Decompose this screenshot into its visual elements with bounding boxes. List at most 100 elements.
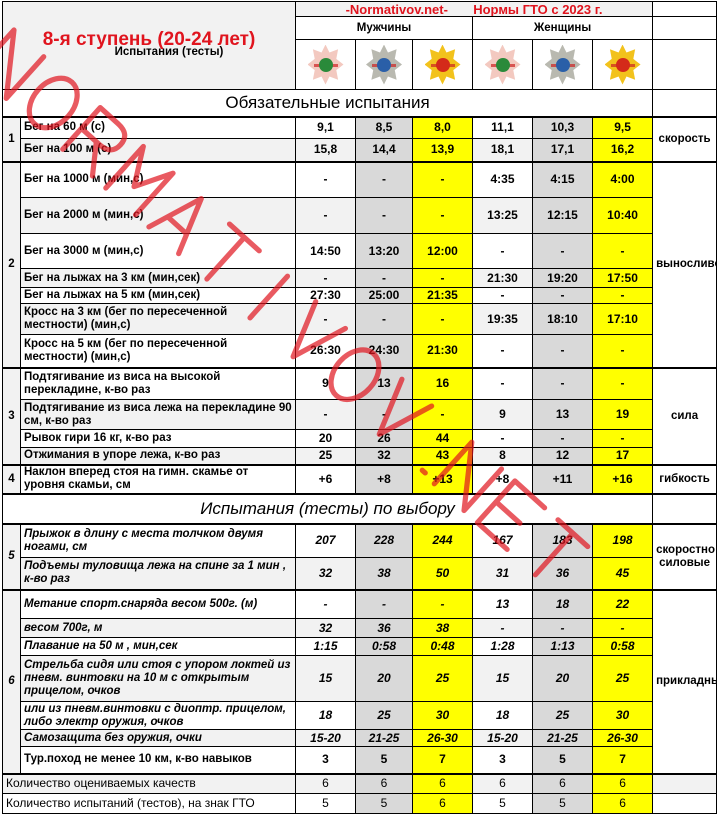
empty-cell bbox=[652, 89, 718, 117]
section-mandatory: Обязательные испытания bbox=[1, 89, 654, 117]
empty-cell bbox=[652, 772, 718, 794]
norm-value: 25 bbox=[532, 701, 593, 730]
table-row: Стрельба сидя или стоя с упором локтей и… bbox=[3, 655, 717, 702]
norm-value: 25 bbox=[295, 447, 356, 465]
norm-value: 43 bbox=[412, 447, 473, 465]
group-number: 2 bbox=[2, 160, 21, 368]
norm-value: 16,2 bbox=[591, 138, 654, 162]
norm-value: - bbox=[532, 287, 593, 304]
norm-value: 27:30 bbox=[295, 287, 356, 304]
group-number: 6 bbox=[2, 588, 21, 774]
table-row: 6 Метание спорт.снаряда весом 500г. (м) - -… bbox=[2, 588, 718, 774]
norm-value: 10,3 bbox=[532, 115, 593, 139]
empty-cell bbox=[652, 492, 718, 524]
norm-value: 8,0 bbox=[412, 115, 473, 139]
norm-value: - bbox=[412, 268, 473, 288]
norm-value: 26-30 bbox=[591, 729, 654, 747]
summary-value: 6 bbox=[532, 772, 593, 794]
norm-value: 1:15 bbox=[295, 637, 356, 656]
norm-value: 15,8 bbox=[295, 138, 356, 162]
test-name: Бег на 100 м (с) bbox=[20, 138, 296, 162]
test-name: весом 700г, м bbox=[20, 618, 296, 638]
norm-value: 0:58 bbox=[355, 637, 413, 656]
test-name: Рывок гири 16 кг, к-во раз bbox=[20, 429, 296, 448]
norm-value: 4:15 bbox=[532, 160, 593, 198]
table-row: 2 Бег на 1000 м (мин,с) - - -4:35 4:15 4:00 вын… bbox=[2, 160, 718, 368]
medal-cell bbox=[472, 39, 533, 90]
norm-value: 30 bbox=[412, 701, 473, 730]
norm-value: +16 bbox=[591, 463, 654, 494]
norm-value: - bbox=[591, 334, 654, 368]
norm-value: 9 bbox=[295, 366, 356, 400]
table-row: весом 700г, м 32 36 38- - - bbox=[3, 618, 717, 638]
norm-value: 50 bbox=[412, 557, 473, 590]
tests-subtitle: Испытания (тесты) bbox=[114, 45, 224, 58]
site-name: -Normativov.net- bbox=[345, 1, 448, 17]
test-name: Тур.поход не менее 10 км, к-во навыков bbox=[20, 746, 296, 774]
bronze-badge-icon bbox=[484, 44, 521, 85]
norm-value: 8,5 bbox=[355, 115, 413, 139]
medal-cell bbox=[532, 39, 593, 90]
table-row: Кросс на 3 км (бег по пересеченной местн… bbox=[3, 303, 717, 335]
summary-value: 5 bbox=[472, 793, 533, 814]
norm-value: 12:00 bbox=[412, 233, 473, 269]
norm-value: - bbox=[472, 233, 533, 269]
norm-value: 183 bbox=[532, 522, 593, 558]
norm-value: 3 bbox=[472, 746, 533, 774]
norm-value: 4:35 bbox=[472, 160, 533, 198]
norm-value: 17,1 bbox=[532, 138, 593, 162]
medal-cell bbox=[295, 39, 356, 90]
test-name: Стрельба сидя или стоя с упором локтей и… bbox=[20, 655, 296, 702]
norm-value: 13 bbox=[532, 399, 593, 430]
gold-badge-icon bbox=[604, 44, 641, 85]
norm-value: - bbox=[472, 366, 533, 400]
norm-value: - bbox=[472, 429, 533, 448]
norm-value: - bbox=[355, 160, 413, 198]
norm-value: 1:28 bbox=[472, 637, 533, 656]
test-name: Метание спорт.снаряда весом 500г. (м) bbox=[20, 588, 296, 619]
norm-value: - bbox=[412, 197, 473, 234]
quality-label: прикладные bbox=[652, 588, 718, 774]
summary-value: 5 bbox=[295, 793, 356, 814]
norm-value: - bbox=[472, 334, 533, 368]
medal-cell bbox=[412, 39, 473, 90]
norm-value: - bbox=[412, 160, 473, 198]
norm-value: 0:58 bbox=[591, 637, 654, 656]
group-number: 3 bbox=[2, 366, 21, 465]
norm-value: 15 bbox=[472, 655, 533, 702]
norm-value: 207 bbox=[295, 522, 356, 558]
norm-value: +13 bbox=[412, 463, 473, 494]
test-name: Отжимания в упоре лежа, к-во раз bbox=[20, 447, 296, 465]
quality-label: скоростно силовые bbox=[652, 522, 718, 590]
norm-value: - bbox=[532, 233, 593, 269]
test-name: Кросс на 3 км (бег по пересеченной местн… bbox=[20, 303, 296, 335]
norm-value: 14:50 bbox=[295, 233, 356, 269]
site-banner: -Normativov.net- Нормы ГТО с 2023 г. bbox=[294, 1, 654, 17]
norm-value: 17:10 bbox=[591, 303, 654, 335]
test-name: Самозащита без оружия, очки bbox=[20, 729, 296, 747]
norm-value: 36 bbox=[355, 618, 413, 638]
norm-value: 12 bbox=[532, 447, 593, 465]
norm-value: 15 bbox=[295, 655, 356, 702]
norm-value: - bbox=[355, 197, 413, 234]
norm-value: - bbox=[532, 334, 593, 368]
norm-value: 32 bbox=[295, 557, 356, 590]
women-header: Женщины bbox=[471, 16, 654, 40]
norm-value: 26-30 bbox=[412, 729, 473, 747]
table-row: Отжимания в упоре лежа, к-во раз 25 32 43 8 1… bbox=[3, 447, 717, 465]
norm-value: 18,1 bbox=[472, 138, 533, 162]
norm-value: 10:40 bbox=[591, 197, 654, 234]
norm-value: 45 bbox=[591, 557, 654, 590]
norm-value: 167 bbox=[472, 522, 533, 558]
summary-value: 5 bbox=[355, 793, 413, 814]
summary-row: Количество оцениваемых качеств 6 6 6 6 6 6 bbox=[2, 772, 718, 794]
norms-title: Нормы ГТО с 2023 г. bbox=[473, 1, 603, 17]
norm-value: - bbox=[295, 197, 356, 234]
test-name: Плавание на 50 м , мин,сек bbox=[20, 637, 296, 656]
gold-badge-icon bbox=[424, 44, 461, 85]
norm-value: 36 bbox=[532, 557, 593, 590]
norm-value: 5 bbox=[355, 746, 413, 774]
summary-label: Количество испытаний (тестов), на знак Г… bbox=[2, 793, 296, 814]
norm-value: 22 bbox=[591, 588, 654, 619]
